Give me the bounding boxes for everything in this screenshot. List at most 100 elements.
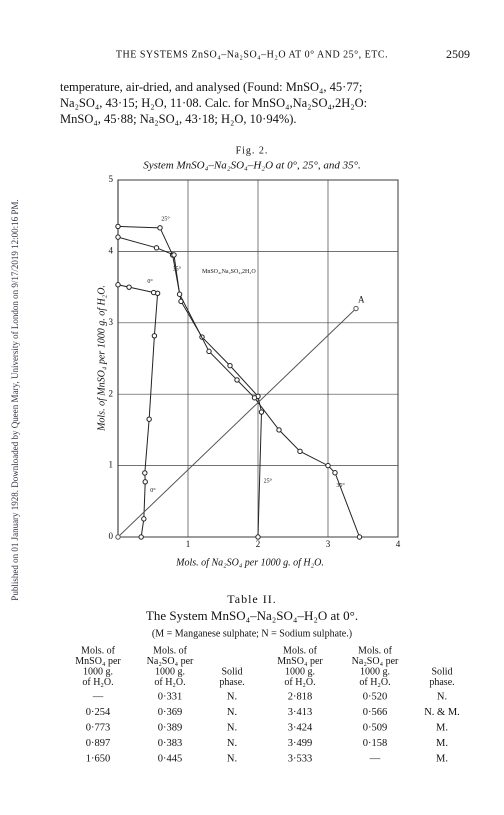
table-cell: N. (227, 738, 237, 749)
table-header: of H₂O. (82, 677, 113, 688)
data-point (150, 289, 157, 296)
data-point (115, 282, 121, 288)
table-header: Na₂SO₄ per (147, 656, 194, 667)
chart-annotation: MnSO₄,Na₂SO₄,2H₂O (202, 269, 256, 275)
chart-annotation: 35° (336, 482, 345, 489)
table-title: The System MnSO₄–Na₂SO₄–H₂O at 0°. (146, 608, 358, 623)
figure-caption: System MnSO₄–Na₂SO₄–H₂O at 0°, 25°, and … (143, 160, 361, 172)
data-point (153, 245, 160, 251)
data-point (276, 427, 282, 433)
table-header: phase. (429, 677, 454, 688)
table-cell: 0·331 (158, 691, 183, 702)
paragraph-line: Na₂SO₄, 43·15; H₂O, 11·08. Calc. for MnS… (60, 96, 367, 110)
chart-annotation: 25° (264, 478, 273, 485)
table-cell: 3·533 (288, 753, 313, 764)
table-cell: 0·566 (363, 707, 388, 718)
chart-annotation: 35° (173, 266, 182, 273)
data-point (141, 516, 147, 522)
series-line (117, 284, 159, 538)
y-tick-label: 2 (109, 388, 114, 398)
table-header: Solid (221, 666, 242, 677)
y-axis-label: Mols. of MnSO₄ per 1000 g. of H₂O. (96, 285, 107, 432)
y-tick-label: 1 (109, 460, 114, 470)
x-tick-label: 2 (256, 539, 261, 549)
table-cell: 3·499 (288, 738, 313, 749)
series-line (117, 308, 357, 538)
data-point (142, 470, 148, 476)
table-header: of H₂O. (359, 677, 390, 688)
paragraph-line: MnSO₄, 45·88; Na₂SO₄, 43·18; H₂O, 10·94%… (60, 112, 297, 126)
y-tick-label: 0 (109, 531, 114, 541)
y-tick-label: 5 (109, 174, 114, 184)
table-header: Solid (431, 666, 452, 677)
data-point (157, 225, 163, 231)
table-cell: 1·650 (86, 753, 111, 764)
x-tick-label: 4 (396, 539, 401, 549)
table-cell: 0·509 (363, 722, 388, 733)
data-point (356, 534, 363, 540)
table-header: phase. (219, 677, 244, 688)
chart-annotation: 0° (150, 487, 156, 494)
data-point (115, 234, 121, 240)
page-number: 2509 (446, 47, 470, 61)
table-cell: N. (227, 753, 237, 764)
table-header: of H₂O. (284, 677, 315, 688)
data-point (255, 534, 261, 540)
data-point (297, 448, 303, 455)
paragraph-line: temperature, air-dried, and analysed (Fo… (60, 80, 362, 94)
table-header: MnSO₄ per (277, 656, 323, 667)
table-cell: 2·818 (288, 691, 313, 702)
data-point (176, 291, 183, 297)
table-cell: 0·445 (158, 753, 183, 764)
x-tick-label: 3 (326, 539, 331, 549)
table-header: Na₂SO₄ per (352, 656, 399, 667)
table-cell: 0·369 (158, 707, 183, 718)
table-cell: 0·773 (86, 722, 111, 733)
chart-annotation: 0° (147, 278, 153, 285)
table-cell: M. (436, 722, 448, 733)
data-point (206, 348, 212, 355)
table-cell: 0·158 (363, 738, 388, 749)
side-note: Published on 01 January 1928. Downloaded… (10, 199, 20, 600)
table-cell: M. (436, 753, 448, 764)
table-cell: N. & M. (424, 707, 460, 718)
data-point (325, 462, 331, 469)
table-cell: 3·413 (288, 707, 313, 718)
data-point (142, 479, 148, 485)
table-cell: 3·424 (288, 722, 313, 733)
table-cell: 0·254 (86, 707, 111, 718)
data-point (258, 409, 265, 415)
figure-label: Fig. 2. (236, 145, 269, 156)
data-point (115, 223, 121, 230)
series-name: A (358, 295, 365, 305)
table-header: 1000 g. (83, 666, 113, 677)
table-cell: N. (227, 691, 237, 702)
table-header: 1000 g. (155, 666, 185, 677)
table-header: 1000 g. (360, 666, 390, 677)
table-header: of H₂O. (154, 677, 185, 688)
table-label: Table II. (227, 592, 276, 606)
data-point (332, 470, 338, 476)
y-tick-label: 4 (109, 245, 114, 255)
table-cell: 0·520 (363, 691, 388, 702)
table-cell: N. (227, 707, 237, 718)
x-axis-label: Mols. of Na₂SO₄ per 1000 g. of H₂O. (175, 557, 324, 568)
table-header: 1000 g. (285, 666, 315, 677)
running-title: THE SYSTEMS ZnSO₄–Na₂SO₄–H₂O AT 0° AND 2… (116, 49, 388, 60)
table-cell: 0·389 (158, 722, 183, 733)
table-cell: 0·897 (86, 738, 111, 749)
data-point (115, 534, 121, 540)
data-point (227, 362, 233, 369)
data-point (138, 534, 144, 540)
table-cell: N. (437, 691, 447, 702)
table-header: Mols. of (81, 645, 116, 656)
table-header: Mols. of (283, 645, 318, 656)
table-note: (M = Manganese sulphate; N = Sodium sulp… (152, 628, 352, 639)
data-point (251, 395, 258, 401)
data-point (353, 305, 359, 312)
y-tick-label: 3 (109, 317, 114, 327)
table-header: Mols. of (153, 645, 188, 656)
table-cell: N. (227, 722, 237, 733)
chart-annotation: 25° (161, 216, 170, 223)
